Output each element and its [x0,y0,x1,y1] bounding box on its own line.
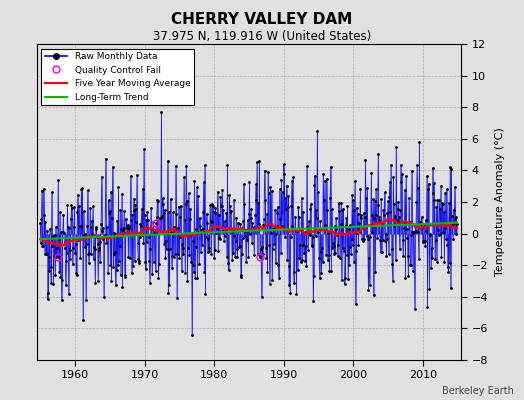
Text: 37.975 N, 119.916 W (United States): 37.975 N, 119.916 W (United States) [153,30,371,43]
Text: CHERRY VALLEY DAM: CHERRY VALLEY DAM [171,12,353,27]
Y-axis label: Temperature Anomaly (°C): Temperature Anomaly (°C) [495,128,505,276]
Text: Berkeley Earth: Berkeley Earth [442,386,514,396]
Legend: Raw Monthly Data, Quality Control Fail, Five Year Moving Average, Long-Term Tren: Raw Monthly Data, Quality Control Fail, … [41,48,194,105]
